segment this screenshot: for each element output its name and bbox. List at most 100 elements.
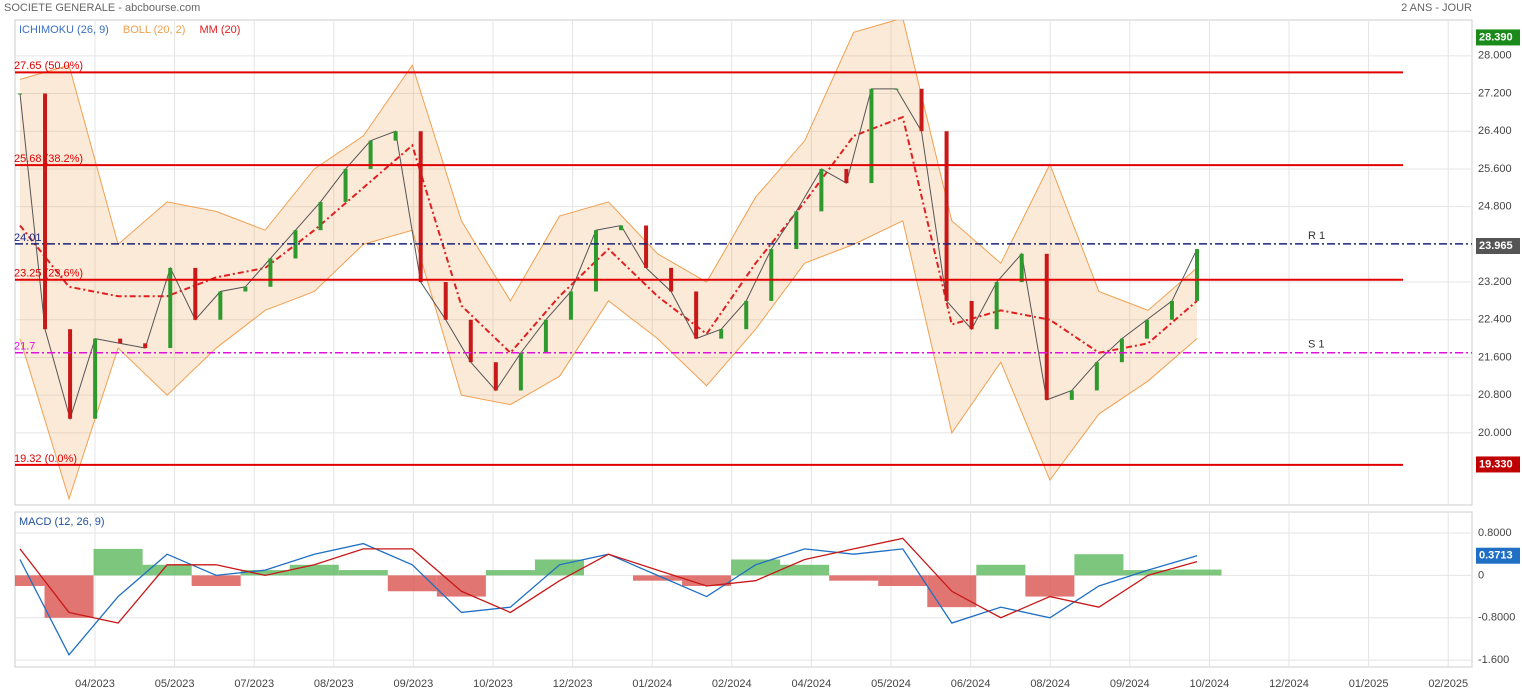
- chart-title: SOCIETE GENERALE - abcbourse.com: [4, 2, 200, 14]
- legend-entry: BOLL (20, 2): [123, 24, 186, 36]
- candle: [443, 282, 448, 320]
- candle: [744, 300, 749, 330]
- bollinger-line: [19, 20, 1198, 311]
- candle: [293, 230, 298, 259]
- histogram-bar: [1025, 575, 1075, 597]
- histogram-bar: [682, 575, 732, 586]
- candle: [1044, 253, 1049, 400]
- period: 2 ANS - JOUR: [1401, 2, 1472, 14]
- candle: [1019, 253, 1024, 283]
- candle: [268, 258, 273, 287]
- x-tick-label: 10/2024: [1190, 678, 1230, 690]
- candle: [243, 286, 248, 292]
- histogram-bar: [436, 575, 486, 597]
- candle: [919, 88, 924, 132]
- level-label: 19.32 (0.0%): [14, 453, 77, 465]
- x-tick-label: 07/2023: [234, 678, 274, 690]
- x-tick-label: 06/2024: [951, 678, 991, 690]
- y-tick-label: 26.400: [1478, 125, 1512, 137]
- candle: [1169, 300, 1174, 320]
- candle: [18, 93, 22, 95]
- y-tick-label: 28.000: [1478, 50, 1512, 62]
- price-tag: [1476, 29, 1520, 46]
- histogram-bar: [142, 564, 192, 576]
- bollinger-line: [19, 220, 1198, 501]
- y-tick-label: 21.600: [1478, 351, 1512, 363]
- candle: [769, 249, 774, 301]
- level-label: 25.68 (38.2%): [14, 153, 83, 165]
- x-tick-label: 02/2025: [1428, 678, 1468, 690]
- histogram-bar: [829, 575, 879, 581]
- candle: [393, 131, 398, 141]
- candle: [568, 291, 573, 320]
- candle: [944, 131, 949, 301]
- candle: [794, 211, 799, 250]
- y-tick-label: 27.200: [1478, 87, 1512, 99]
- y-tick-label: 0.8000: [1478, 527, 1512, 539]
- price-tag-label: 0.3713: [1479, 550, 1513, 562]
- histogram-bar: [338, 570, 388, 576]
- candle: [1094, 362, 1099, 391]
- y-tick-label: -0.8000: [1478, 612, 1515, 624]
- macd-line: [19, 537, 1198, 624]
- histogram-bar: [93, 548, 143, 576]
- histogram-bar: [485, 570, 535, 576]
- candle: [68, 329, 73, 419]
- x-tick-label: 05/2023: [155, 678, 195, 690]
- y-tick-label: 20.000: [1478, 427, 1512, 439]
- candle: [994, 282, 999, 330]
- candle: [43, 93, 48, 330]
- histogram-bar: [240, 570, 290, 576]
- candle: [844, 168, 849, 184]
- candle: [343, 168, 348, 202]
- candle: [1069, 390, 1074, 400]
- histogram-bar: [15, 575, 45, 586]
- histogram-bar: [976, 564, 1026, 576]
- plot-area: [18, 20, 1199, 501]
- histogram-bar: [289, 564, 339, 576]
- histogram-bar: [878, 575, 928, 586]
- bollinger-band: [20, 20, 1197, 499]
- x-tick-label: 01/2025: [1349, 678, 1389, 690]
- level-label: 27.65 (50.0%): [14, 60, 83, 72]
- histogram-bar: [1123, 570, 1173, 576]
- moving-average: [19, 115, 1198, 355]
- candle: [1195, 249, 1199, 301]
- plot-area: [15, 537, 1222, 656]
- level-label: 21.7: [14, 341, 35, 353]
- candle: [368, 140, 373, 169]
- x-tick-label: 09/2024: [1110, 678, 1150, 690]
- candle: [593, 230, 598, 292]
- candle: [894, 88, 899, 90]
- histogram-bar: [1074, 554, 1124, 576]
- y-tick-label: -1.600: [1478, 654, 1509, 666]
- candle: [168, 267, 173, 349]
- candle: [468, 319, 473, 363]
- price-tag: [1476, 238, 1520, 255]
- candle: [1119, 338, 1124, 363]
- level-name: S 1: [1308, 339, 1325, 351]
- histogram-bar: [1172, 569, 1222, 576]
- candle: [819, 168, 824, 212]
- histogram-bar: [44, 575, 94, 618]
- x-tick-label: 12/2024: [1269, 678, 1309, 690]
- y-tick-label: 22.400: [1478, 314, 1512, 326]
- y-tick-label: 24.800: [1478, 201, 1512, 213]
- candle: [694, 291, 699, 339]
- candle: [118, 338, 123, 344]
- main-frame: [14, 19, 1473, 506]
- price-tag: [1476, 456, 1520, 473]
- histogram-bar: [387, 575, 437, 592]
- level-label: 23.25 (23.6%): [14, 268, 83, 280]
- y-tick-label: 0: [1478, 569, 1484, 581]
- candle: [143, 343, 148, 349]
- x-tick-label: 01/2024: [632, 678, 672, 690]
- x-tick-label: 04/2024: [792, 678, 832, 690]
- candle: [619, 225, 624, 231]
- level-name: R 1: [1308, 230, 1325, 242]
- candle: [1144, 319, 1149, 339]
- histogram-bar: [731, 559, 781, 576]
- candle: [869, 88, 874, 184]
- x-tick-label: 04/2023: [75, 678, 115, 690]
